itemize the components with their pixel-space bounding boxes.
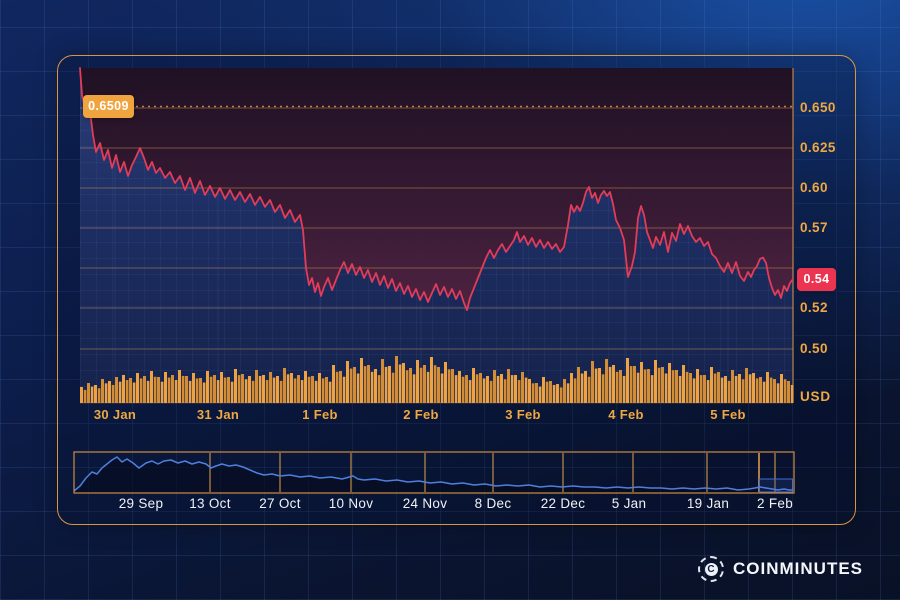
y-axis-label: 0.60 (800, 180, 828, 195)
y-axis-unit-label: USD (800, 389, 831, 404)
coinminutes-icon: C (698, 556, 724, 582)
navigator-date-label: 2 Feb (756, 496, 794, 511)
x-axis-label: 30 Jan (93, 407, 137, 422)
navigator-date-label: 13 Oct (189, 496, 231, 511)
navigator-date-label: 27 Oct (259, 496, 301, 511)
x-axis-label: 2 Feb (403, 407, 439, 422)
brand-name: COINMINUTES (733, 559, 863, 578)
x-axis-label: 31 Jan (196, 407, 240, 422)
last-price-value: 0.54 (803, 271, 830, 286)
y-axis-label: 0.625 (800, 140, 836, 155)
navigator-date-label: 22 Dec (540, 496, 586, 511)
navigator-date-label: 8 Dec (474, 496, 512, 511)
x-axis-label: 5 Feb (710, 407, 746, 422)
x-axis-label: 4 Feb (608, 407, 644, 422)
last-price-badge: 0.54 (797, 267, 836, 291)
brand-logo[interactable]: C COINMINUTES (698, 556, 863, 582)
open-price-badge: 0.6509 (83, 95, 134, 119)
navigator-date-label: 24 Nov (402, 496, 448, 511)
navigator-date-label: 5 Jan (611, 496, 647, 511)
y-axis-label: 0.650 (800, 100, 836, 115)
y-axis-label: 0.50 (800, 341, 828, 356)
open-price-value: 0.6509 (88, 99, 129, 114)
navigator-date-label: 19 Jan (686, 496, 730, 511)
navigator-date-label: 10 Nov (328, 496, 374, 511)
navigator-date-label: 29 Sep (118, 496, 164, 511)
y-axis-label: 0.52 (800, 300, 828, 315)
coinminutes-icon-letter: C (704, 562, 718, 576)
x-axis-label: 1 Feb (302, 407, 338, 422)
x-axis-label: 3 Feb (505, 407, 541, 422)
y-axis-label: 0.57 (800, 220, 828, 235)
